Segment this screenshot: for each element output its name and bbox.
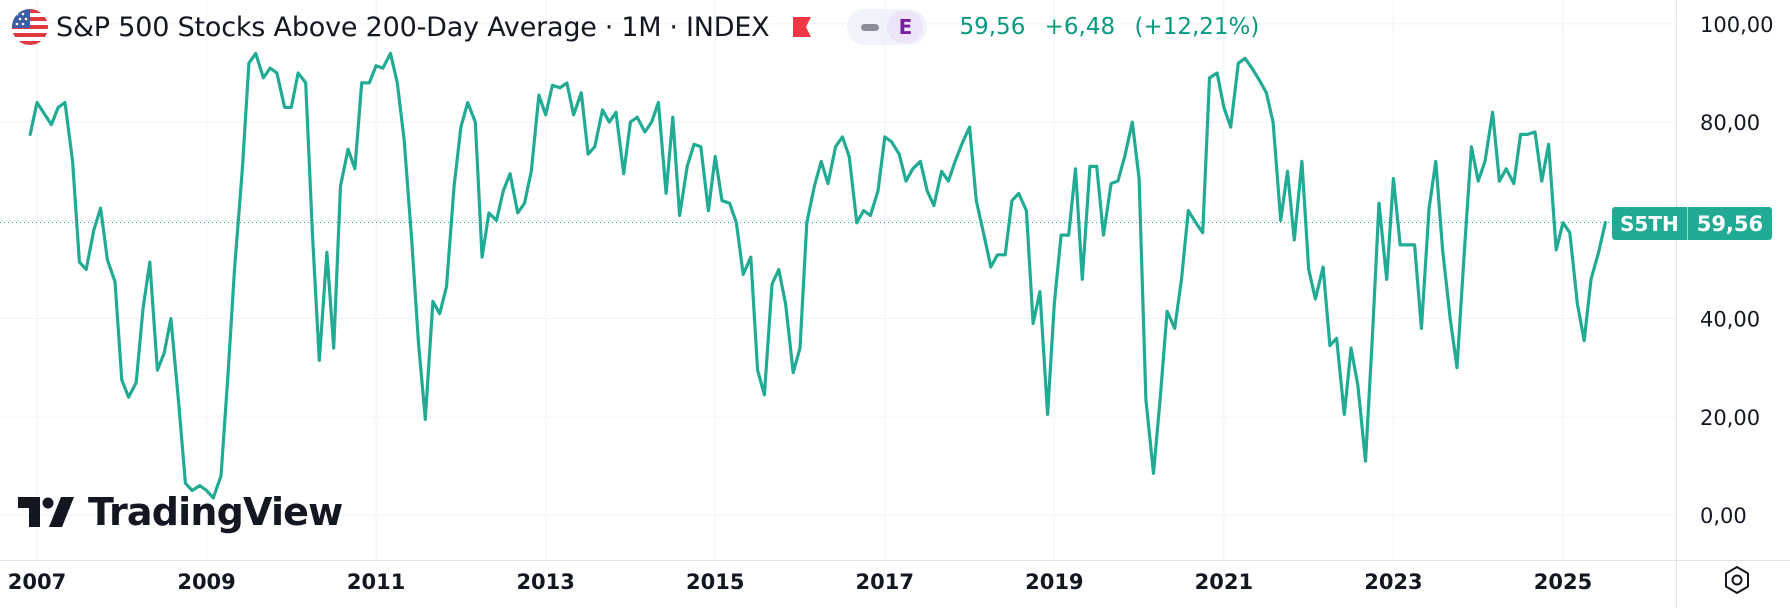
tradingview-logo[interactable]: TradingView: [18, 490, 343, 534]
flag-marker-icon[interactable]: [791, 16, 813, 38]
minus-icon: [861, 23, 880, 31]
x-tick-label: 2019: [1025, 570, 1083, 594]
interval-label[interactable]: 1M: [621, 11, 662, 43]
logo-text: TradingView: [88, 490, 343, 534]
y-tick-label: 20,00: [1700, 406, 1760, 430]
exchange-label[interactable]: INDEX: [685, 11, 770, 43]
badge-symbol: S5TH: [1612, 207, 1688, 240]
title-separator: ·: [669, 11, 678, 43]
x-tick-label: 2023: [1364, 570, 1422, 594]
last-value-badge: S5TH 59,56: [1612, 207, 1773, 240]
series-layer: [0, 51, 1676, 500]
x-tick-label: 2013: [516, 570, 574, 594]
gridlines: [0, 0, 1676, 560]
quote-info: 59,56 +6,48 (+12,21%): [959, 14, 1271, 40]
y-tick-label: 80,00: [1700, 111, 1760, 135]
us-flag-icon: [12, 9, 48, 45]
events-toggle-pill[interactable]: E: [847, 9, 928, 45]
tradingview-logo-icon: [18, 497, 74, 527]
earnings-badge[interactable]: E: [887, 11, 924, 43]
last-price: 59,56: [959, 14, 1026, 40]
y-tick-label: 0,00: [1700, 504, 1747, 528]
x-tick-label: 2015: [686, 570, 744, 594]
symbol-title[interactable]: S&P 500 Stocks Above 200-Day Average: [56, 11, 597, 43]
badge-value: 59,56: [1687, 207, 1773, 240]
price-change: +6,48: [1044, 14, 1116, 40]
price-change-percent: (+12,21%): [1134, 14, 1260, 40]
chart-settings-icon[interactable]: [1722, 565, 1752, 595]
x-tick-label: 2009: [177, 570, 235, 594]
y-tick-label: 40,00: [1700, 308, 1760, 332]
x-tick-label: 2021: [1195, 570, 1253, 594]
x-tick-label: 2011: [347, 570, 405, 594]
title-separator: ·: [604, 11, 614, 43]
x-tick-label: 2025: [1534, 570, 1592, 594]
chart-header: S&P 500 Stocks Above 200-Day Average · 1…: [12, 8, 1271, 46]
x-tick-label: 2007: [8, 570, 66, 594]
y-tick-label: 100,00: [1700, 13, 1773, 37]
x-tick-label: 2017: [856, 570, 914, 594]
series-line: [28, 51, 1608, 500]
